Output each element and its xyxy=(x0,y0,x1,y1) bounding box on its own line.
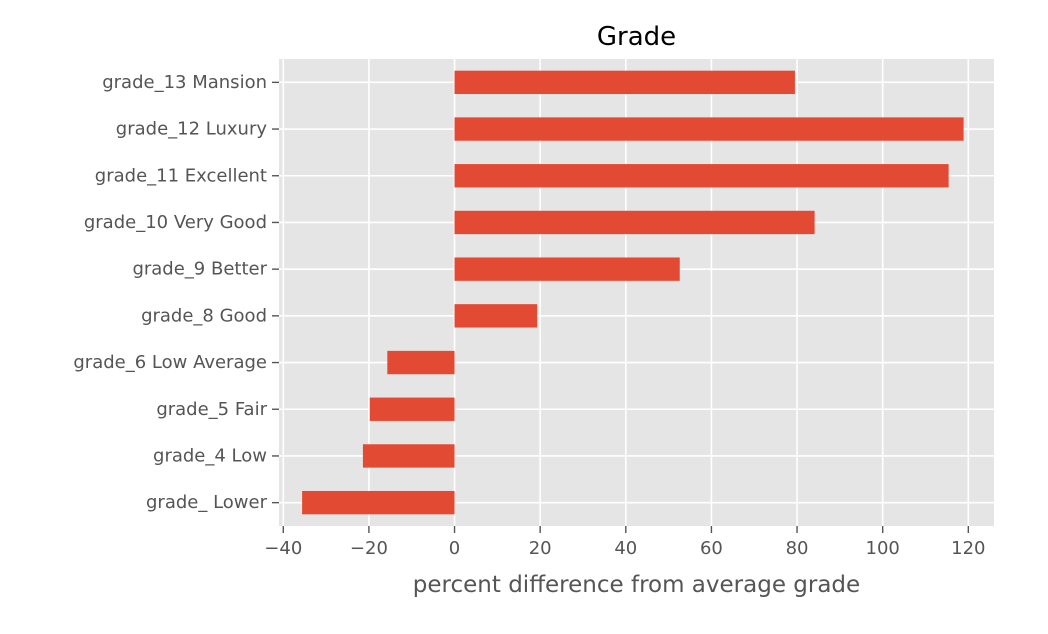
y-tick-label: grade_8 Good xyxy=(141,305,267,326)
bar xyxy=(369,397,455,421)
bar xyxy=(454,117,964,141)
x-tick-label: 60 xyxy=(700,538,723,559)
y-tick-label: grade_13 Mansion xyxy=(102,72,267,93)
bar xyxy=(454,70,795,95)
x-tick-label: 0 xyxy=(449,538,460,559)
chart-title: Grade xyxy=(597,22,676,52)
bar xyxy=(302,490,455,515)
bar xyxy=(454,210,815,235)
y-tick-label: grade_10 Very Good xyxy=(84,212,267,233)
y-tick-label: grade_11 Excellent xyxy=(95,165,267,186)
x-axis-ticks: −40 −20 0 20 40 60 80 100 120 xyxy=(264,526,985,559)
x-tick-label: 100 xyxy=(866,538,900,559)
x-tick-label: −40 xyxy=(264,538,302,559)
y-tick-label: grade_12 Luxury xyxy=(116,119,268,140)
bar xyxy=(362,444,455,468)
x-tick-label: 40 xyxy=(614,538,637,559)
bar xyxy=(454,257,680,281)
y-tick-label: grade_9 Better xyxy=(132,259,267,280)
bars xyxy=(302,70,964,515)
y-axis-ticks: grade_13 Mansion grade_12 Luxury grade_11 … xyxy=(73,72,279,513)
y-tick-label: grade_6 Low Average xyxy=(73,352,267,373)
y-tick-label: grade_ Lower xyxy=(146,492,268,513)
bar xyxy=(454,164,949,188)
bar xyxy=(387,350,455,375)
y-tick-label: grade_4 Low xyxy=(153,445,267,466)
x-tick-label: 20 xyxy=(529,538,552,559)
x-tick-label: −20 xyxy=(350,538,388,559)
y-tick-label: grade_5 Fair xyxy=(156,399,267,420)
x-tick-label: 120 xyxy=(951,538,985,559)
x-axis-label: percent difference from average grade xyxy=(413,572,860,598)
x-tick-label: 80 xyxy=(786,538,809,559)
bar xyxy=(454,304,538,328)
